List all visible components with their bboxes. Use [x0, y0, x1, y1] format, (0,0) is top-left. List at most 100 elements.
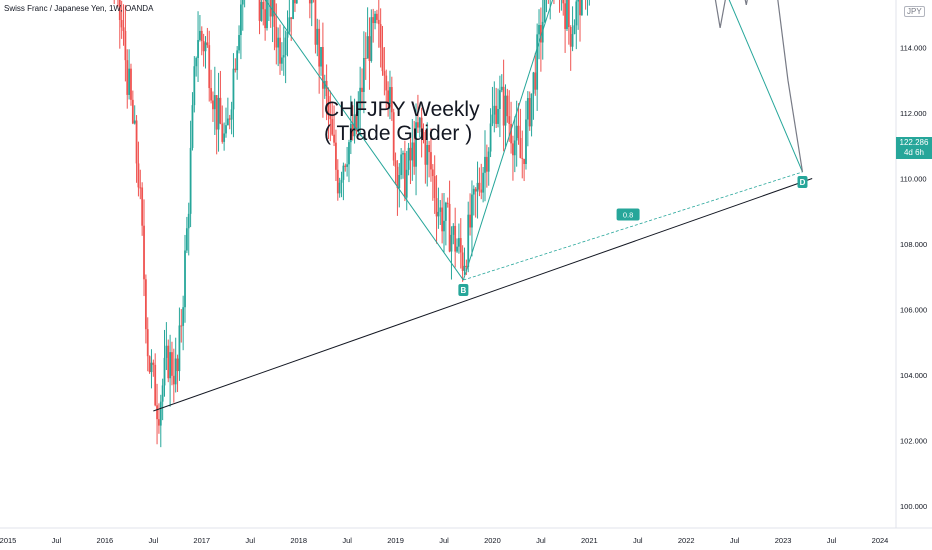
x-tick-label: 2016	[97, 536, 114, 545]
pattern-leg[interactable]	[628, 0, 803, 173]
candle-body	[277, 37, 280, 48]
candle-body	[571, 34, 574, 47]
last-price-value: 122.286	[899, 138, 929, 147]
chart-title-line1: CHFJPY Weekly	[324, 98, 480, 121]
candle-body	[472, 188, 475, 195]
candle-body	[215, 95, 218, 130]
x-tick-label: Jul	[342, 536, 352, 545]
candle-body	[219, 97, 222, 124]
candle-body	[310, 0, 313, 4]
candle-body	[172, 375, 175, 385]
candle-body	[452, 225, 455, 235]
candle-body	[573, 25, 576, 35]
candle-body	[223, 133, 226, 142]
chart-title-line2: ( Trade Guider )	[324, 122, 473, 145]
candle-body	[131, 99, 134, 124]
candle-body	[439, 207, 442, 212]
x-tick-label: Jul	[827, 536, 837, 545]
currency-badge[interactable]: JPY	[904, 6, 925, 17]
ratio-label: 0.8	[623, 211, 633, 220]
candle-body	[340, 179, 343, 183]
candle-body	[316, 28, 319, 45]
pattern-leg[interactable]	[202, 0, 464, 281]
candle-body	[454, 225, 457, 252]
candle-body	[184, 250, 186, 308]
point-label-b-bg	[458, 284, 469, 297]
candle-body	[443, 220, 445, 232]
candle-body	[204, 42, 207, 52]
candle-body	[290, 17, 293, 19]
x-tick-label: Jul	[536, 536, 546, 545]
candle-body	[329, 115, 332, 120]
candle-body	[346, 164, 349, 167]
candle-body	[538, 24, 540, 35]
candle-body	[221, 123, 224, 142]
candle-body	[200, 30, 203, 42]
candle-body	[286, 31, 289, 38]
candle-body	[128, 68, 131, 95]
candle-body	[420, 117, 423, 133]
candle-body	[536, 34, 539, 90]
bar-countdown: 4d 6h	[903, 148, 925, 157]
candle-body	[228, 118, 231, 120]
candle-body	[141, 187, 144, 226]
candle-body	[487, 151, 490, 172]
candle-body	[308, 0, 311, 4]
channel-line[interactable]	[153, 178, 813, 412]
candle-body	[500, 86, 503, 91]
candle-body	[124, 30, 127, 61]
candle-body	[435, 198, 438, 217]
symbol-legend[interactable]: Swiss Franc / Japanese Yen, 1W, OANDA	[4, 4, 154, 13]
candle-body	[517, 125, 520, 138]
candle-body	[418, 117, 421, 128]
candle-body	[463, 265, 466, 271]
candle-body	[158, 419, 160, 426]
candle-body	[161, 385, 164, 402]
candle-body	[577, 0, 580, 2]
candle-body	[139, 187, 142, 189]
candle-body	[413, 142, 416, 167]
candle-body	[480, 189, 483, 193]
candle-body	[543, 0, 546, 22]
candle-body	[349, 123, 352, 143]
candle-body	[415, 122, 417, 167]
candle-body	[383, 71, 386, 76]
candle-body	[381, 47, 384, 72]
pattern-leg[interactable]	[462, 0, 628, 281]
candle-body	[469, 214, 471, 228]
candle-body	[338, 182, 341, 194]
candle-body	[187, 213, 190, 229]
candle-body	[143, 225, 145, 280]
x-tick-label: Jul	[245, 536, 255, 545]
candle-body	[189, 147, 192, 214]
candle-body	[230, 109, 233, 120]
x-tick-label: Jul	[52, 536, 62, 545]
candle-body	[506, 95, 509, 117]
candle-body	[485, 156, 488, 172]
candle-body	[424, 138, 427, 165]
candle-body	[197, 40, 199, 58]
candle-body	[402, 153, 404, 155]
candle-body	[368, 36, 371, 61]
candle-body	[163, 357, 166, 386]
candle-body	[465, 265, 468, 267]
candle-body	[564, 3, 567, 29]
candle-body	[323, 80, 326, 89]
candle-body	[359, 87, 362, 111]
candle-body	[144, 279, 147, 330]
candle-body	[280, 57, 283, 64]
candle-body	[331, 119, 334, 135]
candle-body	[191, 105, 194, 148]
candle-body	[260, 1, 263, 21]
last-price-badge: 122.286 4d 6h	[896, 137, 932, 159]
candle-body	[491, 114, 494, 124]
x-tick-label: 2021	[581, 536, 598, 545]
projection-path[interactable]	[669, 0, 804, 173]
candle-body	[234, 68, 237, 71]
candle-body	[355, 114, 358, 131]
candle-body	[428, 145, 430, 153]
candle-body	[185, 228, 188, 251]
candle-body	[426, 145, 429, 165]
candle-body	[376, 13, 378, 20]
